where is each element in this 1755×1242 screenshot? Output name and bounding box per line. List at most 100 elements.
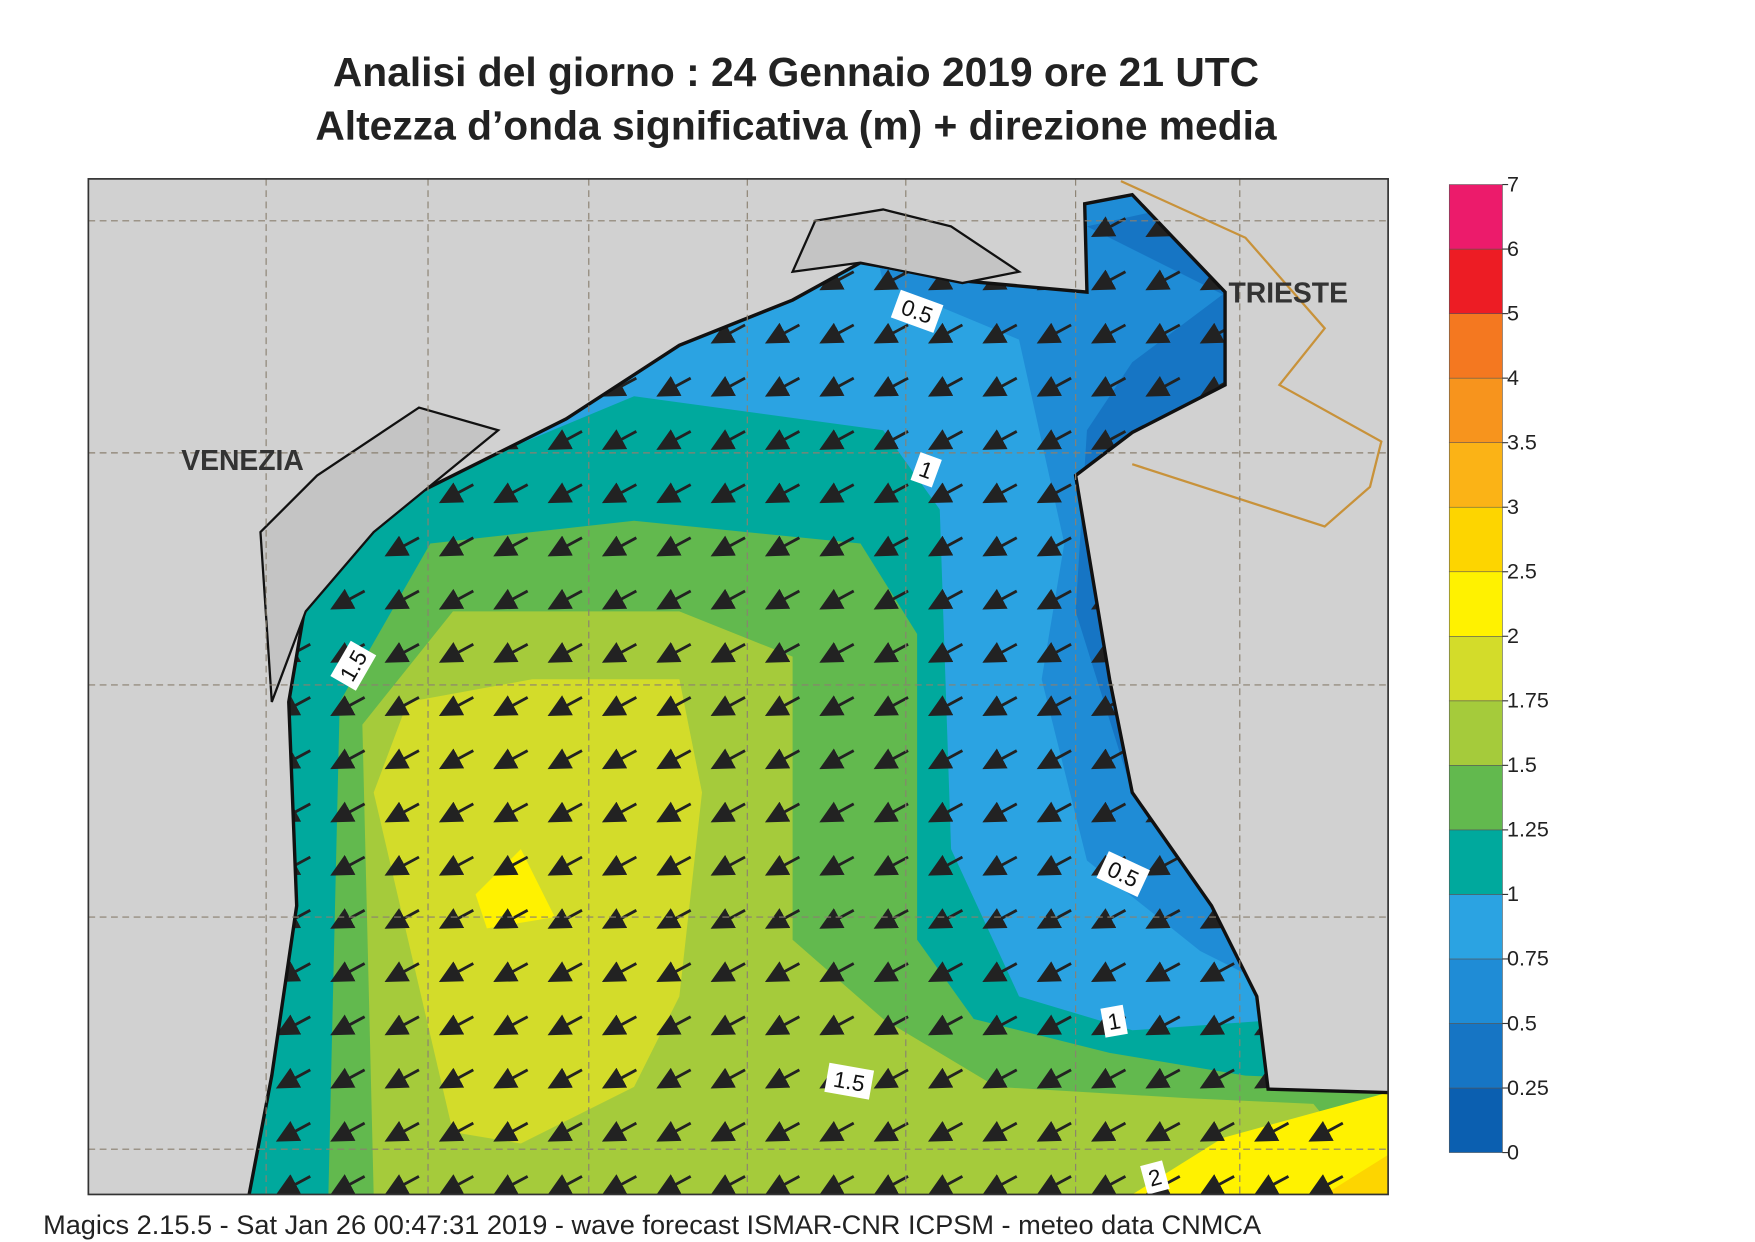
arrow [656,642,692,663]
arrow [873,269,909,291]
arrow [438,801,474,823]
arrow [764,535,801,557]
arrow [764,961,801,983]
arrow [873,429,909,450]
arrow [656,1174,692,1195]
arrow [1036,1120,1072,1142]
arrow [656,854,692,876]
arrow [764,1120,801,1142]
colorbar-segment [1448,765,1503,831]
arrow [601,908,638,929]
arrow [764,695,801,716]
colorbar-tick-label: 0.75 [1507,947,1549,971]
arrow [330,1174,366,1195]
arrow [819,535,855,557]
arrow [330,801,366,823]
arrow [1308,1174,1344,1195]
arrow [982,961,1018,983]
contour-label: 1 [1106,1008,1123,1035]
colorbar-segment [1448,442,1503,508]
arrow [384,695,420,716]
colorbar: 0 0.25 0.5 0.75 1 1.25 1.5 1.75 2 2.5 3 3.5 4 5 6 7 [1448,172,1549,1164]
arrow [710,908,746,929]
arrow [1145,269,1181,291]
zone [1324,1154,1389,1195]
arrow [710,748,746,770]
arrow [1145,1014,1181,1036]
arrow [384,908,420,929]
arrow [927,482,964,504]
arrow [547,748,583,770]
arrow [873,1120,909,1142]
arrow [438,961,474,983]
colorbar-tick-label: 3.5 [1507,430,1537,454]
arrow [982,908,1018,929]
arrow [656,748,692,770]
arrow [330,854,366,876]
colorbar-segment [1448,894,1503,960]
arrow [1199,1014,1235,1036]
arrow [873,482,909,504]
arrow [601,588,638,610]
arrow [982,1067,1018,1089]
arrow [710,535,746,557]
arrow [1036,695,1072,716]
arrow [1199,1120,1235,1142]
zone [1132,1092,1389,1195]
arrow [982,642,1018,663]
arrow [384,1120,420,1142]
arrow [493,748,529,770]
colorbar-segment [1448,184,1503,250]
arrow [1091,1120,1127,1142]
arrow [710,482,746,504]
arrow [330,908,366,929]
arrow [384,801,420,823]
arrow [1036,854,1072,876]
arrow [927,535,964,557]
arrow [493,854,529,876]
arrow [819,429,855,450]
colorbar-segment [1448,248,1503,314]
arrow [1036,1174,1072,1195]
arrow [982,588,1018,610]
arrow [438,588,474,610]
arrow [710,801,746,823]
arrow [819,748,855,770]
arrow [601,748,638,770]
arrow [493,961,529,983]
arrow [873,1174,909,1195]
colorbar-tick-label: 0.25 [1507,1076,1549,1100]
arrow [384,961,420,983]
arrow [710,1174,746,1195]
arrow [547,429,583,450]
arrow [493,908,529,929]
arrow [601,482,638,504]
arrow [656,429,692,450]
arrow [819,269,855,291]
arrow [982,1120,1018,1142]
arrow [982,695,1018,716]
arrow [927,1174,964,1195]
arrow [656,588,692,610]
border [1120,180,1383,528]
arrow [1145,1067,1181,1089]
arrow [764,748,801,770]
arrow [493,801,529,823]
arrow [601,642,638,663]
arrow [384,588,420,610]
arrow [710,375,746,397]
arrow [330,1067,366,1089]
arrow [873,908,909,929]
arrow [1091,961,1127,983]
arrow [982,535,1018,557]
arrow [438,695,474,716]
arrow [438,642,474,663]
arrow [601,1067,638,1089]
arrow [710,642,746,663]
arrow [384,748,420,770]
arrow [873,588,909,610]
arrow [764,322,801,344]
arrow [438,748,474,770]
colorbar-tick-label: 3 [1507,495,1519,519]
contour-labels: 0.5 1 1.5 0.5 1 1.5 2 [330,289,1170,1195]
